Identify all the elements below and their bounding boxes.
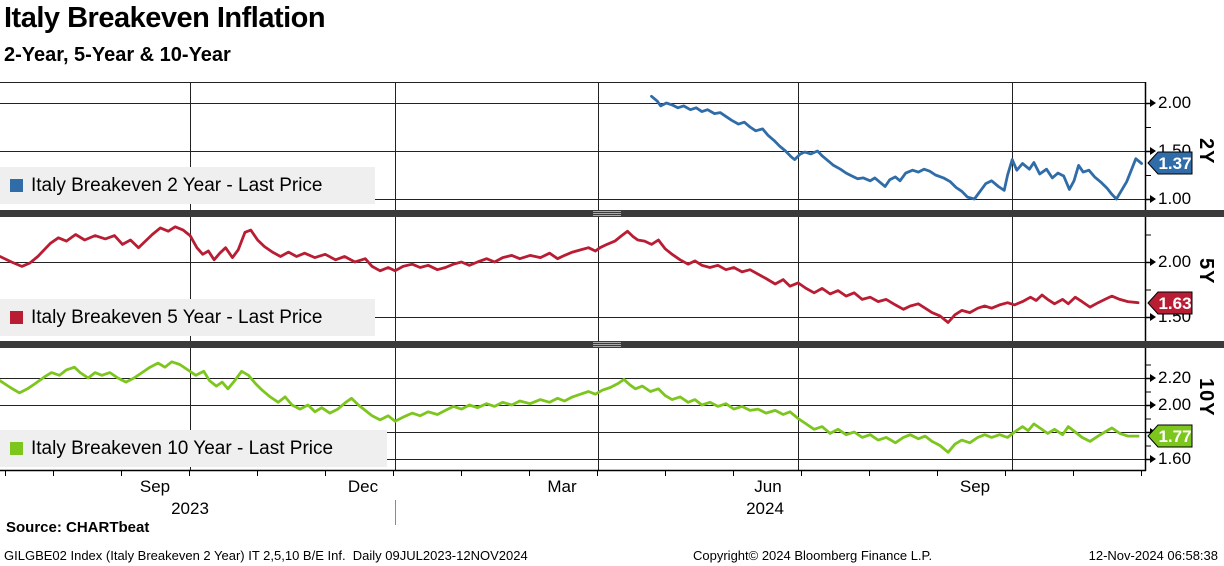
panel-separator-2	[0, 341, 1224, 348]
y-tick-label: 2.00	[1158, 395, 1192, 414]
price-tag-shape	[1147, 424, 1193, 448]
y-tick-label: 2.00	[1158, 252, 1192, 271]
legend-label-2y: Italy Breakeven 2 Year - Last Price	[31, 174, 323, 196]
tick-arrow-icon	[1150, 374, 1156, 382]
legend-swatch-2y-icon	[10, 179, 23, 192]
source-label: Source: CHARTbeat	[6, 519, 150, 536]
legend-swatch-5y-icon	[10, 311, 23, 324]
price-tag-shape	[1147, 151, 1193, 175]
panel-label-10y: 10Y	[1195, 378, 1217, 417]
last-price-tag-2y[interactable]: 1.37	[1146, 149, 1194, 177]
last-price-value-2y: 1.37	[1158, 154, 1191, 173]
tick-arrow-icon	[1150, 455, 1156, 463]
legend-swatch-10y-icon	[10, 442, 23, 455]
x-axis-month-label: Sep	[139, 477, 171, 496]
panel-separator-1	[0, 210, 1224, 217]
legend-10y[interactable]: Italy Breakeven 10 Year - Last Price	[0, 430, 387, 467]
last-price-tag-5y[interactable]: 1.63	[1146, 289, 1194, 317]
x-axis-month-label: Dec	[347, 477, 379, 496]
footer-indicator-text: GILGBE02 Index (Italy Breakeven 2 Year) …	[4, 548, 528, 563]
last-price-value-5y: 1.63	[1158, 294, 1191, 313]
x-axis-year-label: 2023	[171, 499, 209, 518]
page-subtitle: 2-Year, 5-Year & 10-Year	[4, 44, 231, 66]
x-axis-month-label: Sep	[959, 477, 991, 496]
tick-arrow-icon	[1150, 401, 1156, 409]
separator-grip-icon[interactable]	[593, 342, 621, 347]
y-tick-label: 2.00	[1158, 93, 1192, 112]
legend-2y[interactable]: Italy Breakeven 2 Year - Last Price	[0, 167, 375, 204]
legend-5y[interactable]: Italy Breakeven 5 Year - Last Price	[0, 299, 375, 336]
tick-arrow-icon	[1150, 258, 1156, 266]
x-axis-month-label: Mar	[547, 477, 577, 496]
price-tag-shape	[1147, 291, 1193, 315]
y-tick-label: 2.20	[1158, 368, 1192, 387]
series-line-5y	[0, 225, 1140, 324]
x-axis-year-label: 2024	[746, 499, 784, 518]
tick-arrow-icon	[1150, 313, 1156, 321]
y-tick-label: 1.60	[1158, 449, 1192, 468]
y-tick-label: 1.00	[1158, 189, 1192, 208]
footer-copyright: Copyright© 2024 Bloomberg Finance L.P.	[693, 548, 933, 563]
legend-label-10y: Italy Breakeven 10 Year - Last Price	[31, 437, 334, 459]
footer-timestamp: 12-Nov-2024 06:58:38	[1088, 548, 1218, 563]
series-line-2y	[650, 94, 1143, 201]
last-price-value-10y: 1.77	[1158, 427, 1191, 446]
panel-label-5y: 5Y	[1195, 258, 1217, 285]
series-line-10y	[0, 360, 1140, 454]
tick-arrow-icon	[1150, 147, 1156, 155]
legend-label-5y: Italy Breakeven 5 Year - Last Price	[31, 306, 323, 328]
page-title: Italy Breakeven Inflation	[4, 2, 326, 34]
year-divider-line	[395, 500, 396, 525]
panel-label-2y: 2Y	[1195, 138, 1217, 165]
x-axis-month-label: Jun	[754, 477, 782, 496]
tick-arrow-icon	[1150, 195, 1156, 203]
separator-grip-icon[interactable]	[593, 211, 621, 216]
tick-arrow-icon	[1150, 99, 1156, 107]
last-price-tag-10y[interactable]: 1.77	[1146, 422, 1194, 450]
